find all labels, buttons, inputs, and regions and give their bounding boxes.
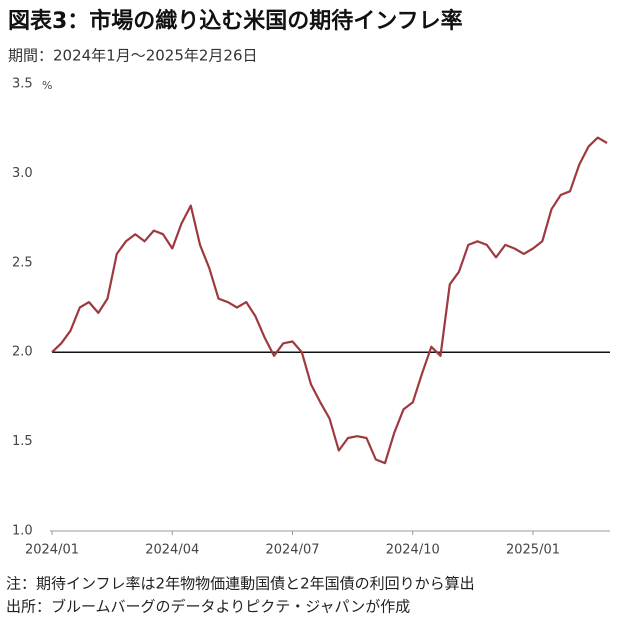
y-tick-label: 1.0: [12, 524, 33, 539]
x-tick-label: 2025/01: [506, 543, 560, 558]
note: 注：期待インフレ率は2年物物価連動国債と2年国債の利回りから算出: [6, 575, 475, 593]
y-tick-label: 1.5: [12, 434, 33, 449]
x-tick-label: 2024/07: [265, 543, 319, 558]
y-tick-label: 3.5: [12, 77, 33, 92]
chart-title: 図表3：市場の織り込む米国の期待インフレ率: [8, 8, 463, 34]
x-tick-label: 2024/01: [25, 543, 79, 558]
y-tick-label: 3.0: [12, 166, 33, 181]
data-line: [51, 136, 608, 465]
y-tick-label: 2.5: [12, 255, 33, 270]
x-tick-label: 2024/04: [145, 543, 199, 558]
chart-subtitle: 期間：2024年1月～2025年2月26日: [8, 47, 258, 65]
x-tick-label: 2024/10: [386, 543, 440, 558]
y-tick-label: 2.0: [12, 345, 33, 360]
note: 出所：ブルームバーグのデータよりピクテ・ジャパンが作成: [6, 598, 410, 616]
y-unit: %: [42, 79, 52, 92]
